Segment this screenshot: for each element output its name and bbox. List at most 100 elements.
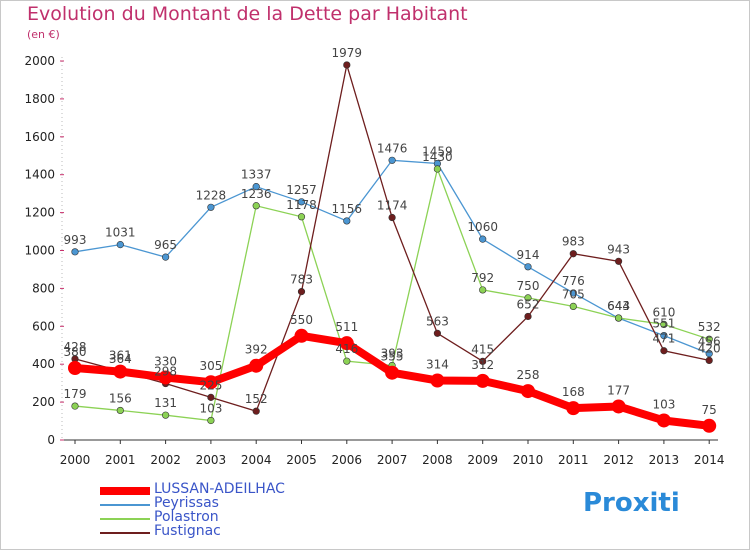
- data-label-lussan-adeilhac: 355: [381, 350, 404, 364]
- data-label-polastron: 1178: [286, 198, 317, 212]
- data-label-polastron: 156: [109, 391, 132, 405]
- data-point-fustignac: [297, 288, 306, 296]
- data-point-lussan-adeilhac: [702, 418, 717, 433]
- data-point-lussan-adeilhac: [521, 384, 535, 399]
- y-tick-label: 1600: [24, 130, 55, 144]
- x-tick-label: 2002: [150, 453, 181, 467]
- data-label-fustignac: 471: [652, 332, 675, 346]
- data-label-lussan-adeilhac: 511: [335, 320, 358, 334]
- data-point-lussan-adeilhac: [566, 401, 581, 416]
- data-label-fustignac: 298: [154, 365, 177, 379]
- data-point-lussan-adeilhac: [339, 336, 354, 351]
- x-tick-label: 2014: [694, 453, 725, 467]
- data-label-lussan-adeilhac: 305: [199, 359, 222, 373]
- data-point-polastron: [343, 357, 351, 365]
- data-point-polastron: [252, 202, 260, 210]
- data-point-fustignac: [660, 347, 668, 355]
- data-label-polastron: 103: [199, 401, 222, 415]
- data-point-fustignac: [705, 356, 713, 365]
- data-label-polastron: 610: [652, 305, 675, 319]
- data-label-fustignac: 783: [290, 273, 313, 287]
- data-point-peyrissas: [479, 235, 487, 243]
- data-point-lussan-adeilhac: [656, 413, 671, 428]
- data-labels: 380 361 330 305 392 550 511 355 314 312 258 168 177 1…: [64, 46, 721, 417]
- data-label-fustignac: 225: [199, 378, 222, 392]
- data-point-fustignac: [252, 407, 260, 415]
- data-point-polastron: [71, 402, 79, 410]
- data-point-fustignac: [207, 393, 215, 401]
- x-tick-label: 2008: [422, 453, 453, 467]
- data-point-lussan-adeilhac: [113, 364, 128, 379]
- data-label-fustignac: 983: [562, 235, 585, 249]
- data-point-lussan-adeilhac: [475, 373, 490, 388]
- x-tick-label: 2001: [105, 453, 136, 467]
- y-tick-label: 200: [32, 395, 55, 409]
- data-point-polastron: [705, 335, 713, 343]
- data-label-lussan-adeilhac: 312: [471, 358, 494, 372]
- data-label-polastron: 532: [698, 320, 721, 334]
- data-point-peyrissas: [297, 198, 306, 206]
- data-label-lussan-adeilhac: 392: [245, 343, 268, 357]
- data-label-polastron: 1430: [422, 150, 453, 164]
- data-point-fustignac: [569, 250, 577, 258]
- data-label-fustignac: 152: [245, 392, 268, 406]
- y-tick-label: 2000: [24, 54, 55, 68]
- data-point-polastron: [207, 416, 215, 425]
- data-label-polastron: 705: [562, 287, 585, 301]
- x-tick-label: 2000: [60, 453, 91, 467]
- data-point-polastron: [614, 314, 623, 322]
- x-tick-label: 2013: [649, 453, 680, 467]
- data-label-lussan-adeilhac: 75: [702, 403, 717, 417]
- data-point-lussan-adeilhac: [68, 360, 82, 375]
- data-point-polastron: [116, 406, 124, 415]
- legend-swatch: [100, 532, 150, 534]
- data-point-fustignac: [433, 329, 442, 337]
- data-point-polastron: [479, 286, 487, 294]
- x-tick-label: 2006: [332, 453, 363, 467]
- y-tick-label: 1400: [24, 168, 55, 182]
- y-tick-label: 1200: [24, 206, 55, 220]
- data-label-fustignac: 364: [109, 352, 132, 366]
- data-point-lussan-adeilhac: [385, 365, 400, 380]
- legend-swatch: [100, 504, 150, 506]
- data-point-peyrissas: [569, 289, 577, 297]
- data-point-fustignac: [524, 312, 532, 321]
- y-tick-label: 800: [32, 281, 55, 295]
- x-tick-label: 2012: [603, 453, 634, 467]
- data-label-lussan-adeilhac: 380: [64, 345, 87, 359]
- data-label-lussan-adeilhac: 361: [109, 349, 132, 363]
- data-label-peyrissas: 1257: [286, 183, 317, 197]
- data-point-lussan-adeilhac: [294, 328, 309, 343]
- axes: 0 200 400 600 800 1000 1200 1400 1600 1800 2000 200…: [24, 54, 724, 467]
- series-layer: [68, 61, 717, 433]
- data-label-peyrissas: 643: [607, 299, 630, 313]
- data-point-lussan-adeilhac: [249, 358, 264, 373]
- data-label-polastron: 792: [471, 271, 494, 285]
- data-label-lussan-adeilhac: 258: [517, 368, 540, 382]
- data-label-lussan-adeilhac: 168: [562, 385, 585, 399]
- x-tick-label: 2010: [513, 453, 544, 467]
- data-point-peyrissas: [162, 253, 170, 261]
- data-label-lussan-adeilhac: 177: [607, 383, 630, 397]
- y-tick-label: 0: [47, 433, 55, 447]
- data-label-polastron: 644: [607, 299, 630, 313]
- x-tick-label: 2004: [241, 453, 272, 467]
- data-label-peyrissas: 776: [562, 274, 585, 288]
- x-tick-label: 2007: [377, 453, 408, 467]
- data-label-peyrissas: 965: [154, 238, 177, 252]
- data-point-polastron: [660, 320, 668, 329]
- data-point-polastron: [433, 165, 442, 173]
- data-point-lussan-adeilhac: [611, 399, 626, 414]
- data-label-fustignac: 652: [517, 297, 540, 311]
- legend-label: LUSSAN-ADEILHAC: [154, 481, 285, 497]
- data-point-fustignac: [343, 61, 351, 69]
- data-point-lussan-adeilhac: [430, 373, 445, 388]
- data-label-fustignac: 428: [64, 340, 87, 354]
- x-tick-label: 2009: [467, 453, 498, 467]
- data-point-polastron: [524, 294, 532, 302]
- data-label-peyrissas: 914: [517, 248, 540, 262]
- data-label-peyrissas: 1459: [422, 145, 453, 159]
- data-label-fustignac: 1174: [377, 199, 408, 213]
- data-point-fustignac: [614, 257, 623, 265]
